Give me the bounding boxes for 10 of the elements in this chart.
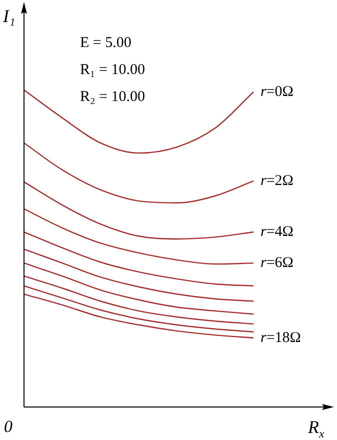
text: E = 5.00 [80,35,132,51]
series-label: r=2Ω [260,172,294,189]
text: 0 [4,417,13,436]
series-label: r=18Ω [260,330,301,346]
text: R₁ = 10.00 [80,62,145,78]
series-label: r=4Ω [260,224,294,240]
annotation: R₂ = 10.00 [80,89,145,105]
series-label: r=6Ω [260,255,294,272]
series-label: r=0Ω [260,84,294,100]
y-axis-title: I₁ [2,6,16,26]
